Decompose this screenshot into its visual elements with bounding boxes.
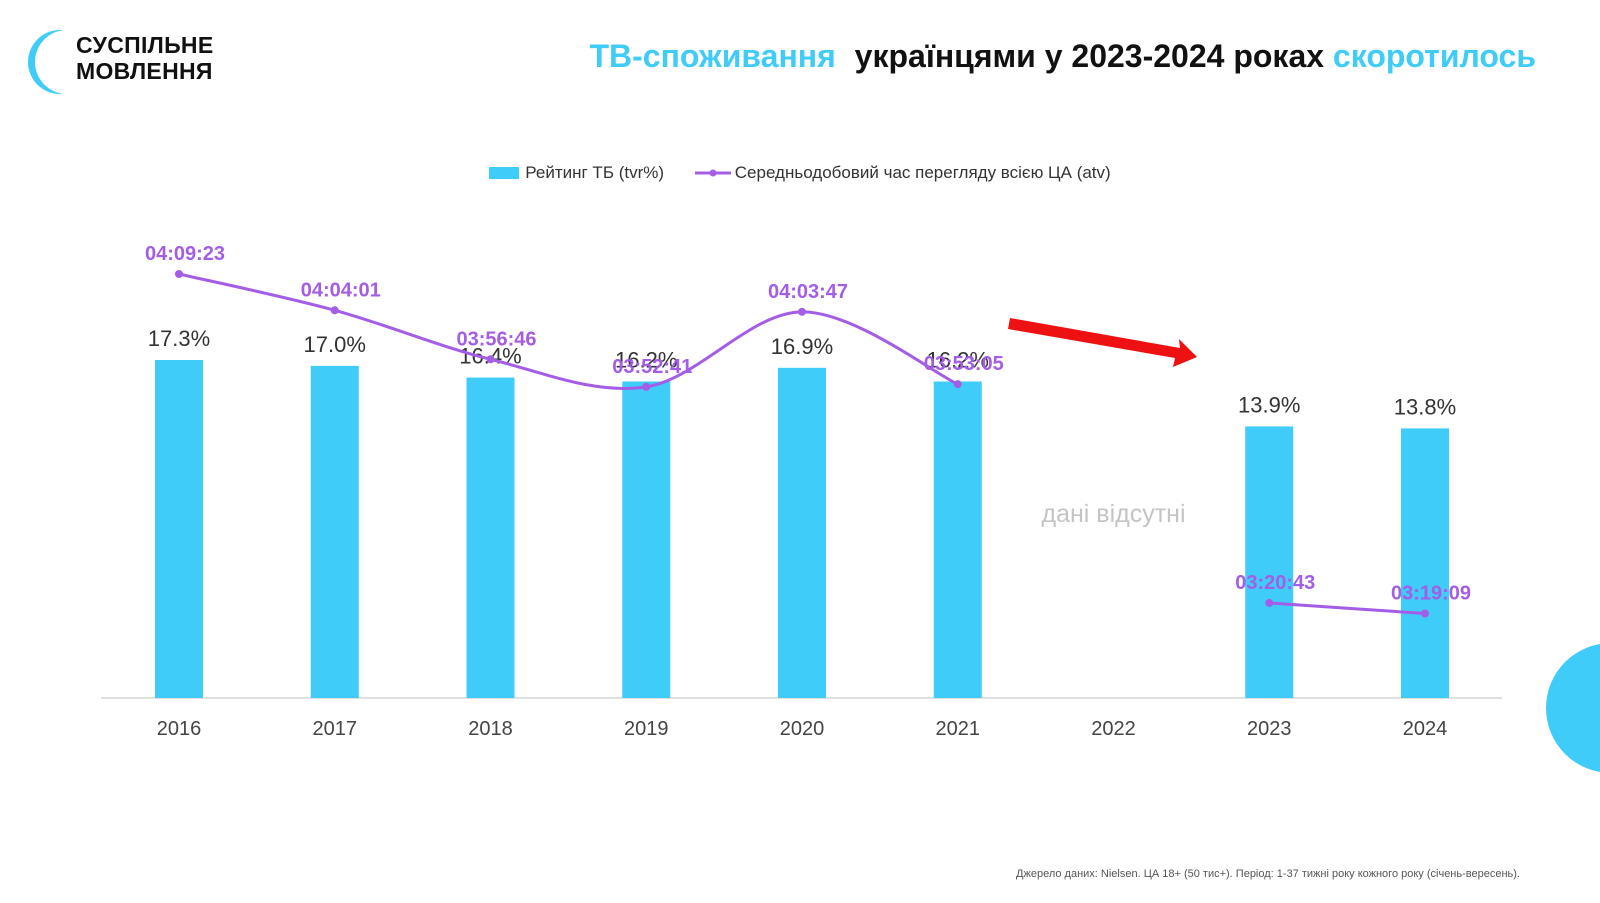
bar [1245,426,1294,698]
logo-line2: МОВЛЕННЯ [76,58,213,84]
legend-swatch-line [694,169,731,177]
x-tick-label: 2021 [936,718,981,740]
no-data-annotation: дані відсутні [1041,500,1185,528]
atv-data-label: 03:19:09 [1391,582,1471,604]
title-highlight-2: скоротилось [1332,38,1536,74]
atv-line-series [178,272,959,390]
atv-data-label: 04:09:23 [145,243,225,265]
atv-line-point [486,355,495,364]
atv-data-label: 03:52:41 [612,356,692,378]
title-highlight-1: ТВ-споживання [589,38,836,74]
bar-data-label: 16.2% [927,347,989,372]
atv-line-series [1269,601,1426,615]
chart-legend: Рейтинг ТБ (tvr%) Середньодобовий час пе… [0,162,1600,183]
bar [466,377,515,698]
bar-data-label: 16.2% [615,347,677,372]
legend-label-line: Середньодобовий час перегляду всією ЦА (… [734,162,1111,182]
source-note: Джерело даних: Nielsen. ЦА 18+ (50 тис+)… [1016,868,1520,880]
atv-line-point [1265,598,1274,607]
bar [778,367,826,698]
atv-data-label: 04:04:01 [301,279,381,301]
atv-line-point [642,382,651,391]
legend-label-bars: Рейтинг ТБ (tvr%) [525,162,665,182]
logo-text: СУСПІЛЬНЕ МОВЛЕННЯ [76,32,213,84]
atv-line-point [330,306,339,315]
atv-data-label: 03:53:05 [924,353,1004,375]
bar [933,381,982,698]
legend-swatch-bar [489,166,520,179]
atv-line-point [798,307,806,316]
bar [1401,428,1449,698]
atv-data-label: 04:03:47 [768,281,848,303]
atv-line-point [175,270,183,278]
legend-item-line: Середньодобовий час перегляду всією ЦА (… [693,163,1111,183]
bar-data-label: 13.9% [1238,392,1300,417]
bar [155,360,203,698]
logo-line1: СУСПІЛЬНЕ [76,32,214,58]
atv-data-label: 03:56:46 [456,328,536,350]
legend-item-bars: Рейтинг ТБ (tvr%) [489,163,664,183]
trend-arrow [1008,318,1197,367]
atv-line-point [1421,609,1429,618]
x-tick-label: 2023 [1247,718,1292,740]
x-tick-label: 2016 [157,718,202,740]
x-tick-label: 2019 [624,718,669,740]
x-tick-label: 2020 [780,718,825,740]
atv-data-label: 03:20:43 [1235,572,1315,594]
bar-data-label: 13.8% [1394,394,1456,419]
bar-data-label: 17.0% [304,332,366,357]
logo: СУСПІЛЬНЕ МОВЛЕННЯ [28,28,268,98]
bar-data-label: 17.3% [148,326,210,351]
bar [622,381,671,698]
title-middle: українцями у 2023-2024 роках [854,38,1325,74]
x-tick-label: 2022 [1091,718,1136,740]
bar [310,365,359,698]
x-tick-label: 2024 [1403,718,1448,740]
page-title: ТВ-споживання українцями у 2023-2024 рок… [589,38,1536,75]
x-tick-label: 2017 [313,718,358,740]
atv-line-point [953,380,962,389]
bar-data-label: 16.9% [771,334,833,359]
x-tick-label: 2018 [468,718,513,740]
